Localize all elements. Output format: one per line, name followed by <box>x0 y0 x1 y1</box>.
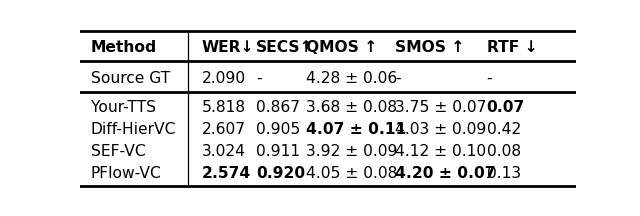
Text: 0.42: 0.42 <box>486 122 521 137</box>
Text: Method: Method <box>91 40 157 55</box>
Text: 0.911: 0.911 <box>256 144 300 159</box>
Text: RTF ↓: RTF ↓ <box>486 40 538 55</box>
Text: SECS↑: SECS↑ <box>256 40 314 55</box>
Text: 2.090: 2.090 <box>202 71 246 86</box>
Text: 3.68 ± 0.08: 3.68 ± 0.08 <box>306 100 397 115</box>
Text: SEF-VC: SEF-VC <box>91 144 146 159</box>
Text: 0.867: 0.867 <box>256 100 300 115</box>
Text: Your-TTS: Your-TTS <box>91 100 156 115</box>
Text: 4.20 ± 0.07: 4.20 ± 0.07 <box>395 166 495 181</box>
Text: 4.28 ± 0.06: 4.28 ± 0.06 <box>306 71 397 86</box>
Text: 3.75 ± 0.07: 3.75 ± 0.07 <box>395 100 486 115</box>
Text: QMOS ↑: QMOS ↑ <box>306 40 377 55</box>
Text: 0.905: 0.905 <box>256 122 300 137</box>
Text: -: - <box>486 71 492 86</box>
Text: 0.920: 0.920 <box>256 166 305 181</box>
Text: 3.92 ± 0.09: 3.92 ± 0.09 <box>306 144 397 159</box>
Text: 0.08: 0.08 <box>486 144 521 159</box>
Text: -: - <box>256 71 262 86</box>
Text: 4.12 ± 0.10: 4.12 ± 0.10 <box>395 144 486 159</box>
Text: SMOS ↑: SMOS ↑ <box>395 40 465 55</box>
Text: 0.13: 0.13 <box>486 166 521 181</box>
Text: PFlow-VC: PFlow-VC <box>91 166 162 181</box>
Text: -: - <box>395 71 401 86</box>
Text: Diff-HierVC: Diff-HierVC <box>91 122 177 137</box>
Text: 5.818: 5.818 <box>202 100 246 115</box>
Text: WER↓: WER↓ <box>202 40 254 55</box>
Text: 2.574: 2.574 <box>202 166 251 181</box>
Text: 4.03 ± 0.09: 4.03 ± 0.09 <box>395 122 486 137</box>
Text: 4.07 ± 0.11: 4.07 ± 0.11 <box>306 122 406 137</box>
Text: 0.07: 0.07 <box>486 100 525 115</box>
Text: 4.05 ± 0.08: 4.05 ± 0.08 <box>306 166 397 181</box>
Text: 3.024: 3.024 <box>202 144 246 159</box>
Text: 2.607: 2.607 <box>202 122 246 137</box>
Text: Source GT: Source GT <box>91 71 170 86</box>
